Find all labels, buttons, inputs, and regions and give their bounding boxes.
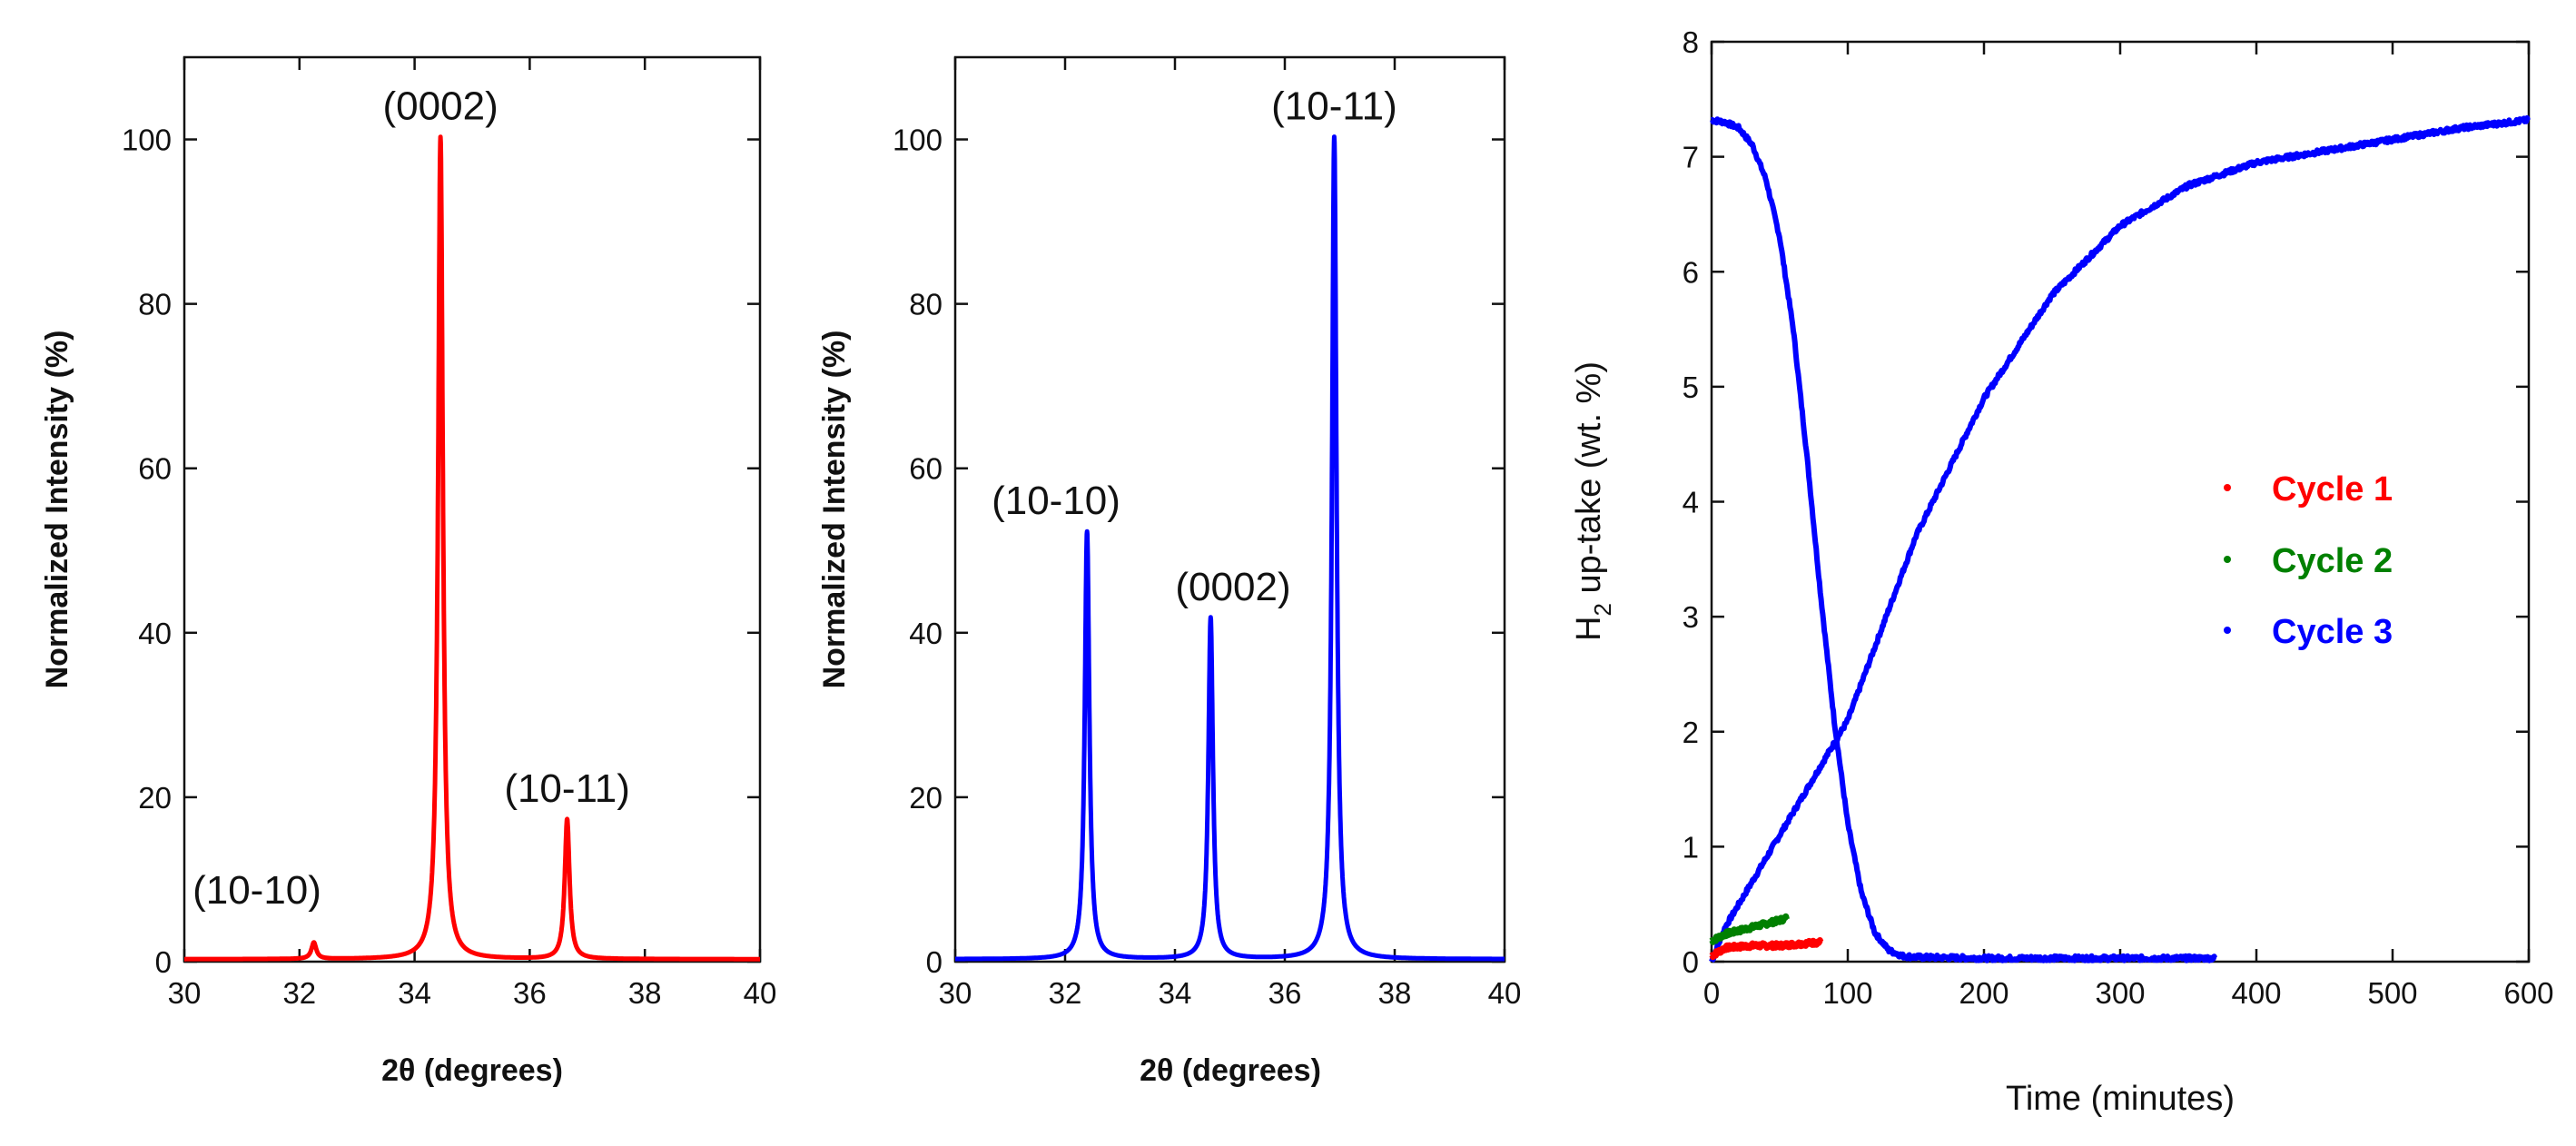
x-tick-label: 32 [282,976,316,1010]
x-tick-label: 36 [513,976,547,1010]
y-tick-label: 1 [1683,830,1699,864]
y-tick-label: 4 [1683,486,1699,519]
cycle-3-absorption [1709,114,2531,963]
y-tick-label: 80 [138,288,172,321]
x-tick-label: 30 [939,976,972,1010]
xrd-blue-curve [952,134,1507,962]
peak-label: (10-10) [992,479,1120,523]
x-tick-label: 600 [2503,976,2553,1010]
x-tick-label: 400 [2231,976,2281,1010]
x-tick-label: 200 [1959,976,2008,1010]
y-tick-label: 6 [1683,255,1699,289]
cycle-3-absorption-trace [1709,114,2531,963]
cycle-3-desorption [1709,116,2218,963]
x-tick-label: 30 [168,976,202,1010]
legend-label-cycle-3: Cycle 3 [2272,613,2393,651]
cycle-1-series-trace [1709,937,1824,961]
plot-frame [183,55,762,963]
xrd-red-curve [182,134,763,962]
y-tick-label: 80 [909,288,943,321]
cycle-3-desorption-trace [1709,116,2218,963]
y-axis-label-rest: up-take (wt. %) [1570,361,1608,603]
theta-symbol: θ [1157,1053,1173,1088]
peak-label: (10-11) [504,766,630,811]
y-tick-label: 3 [1683,600,1699,634]
y-axis-label-h: H [1570,617,1608,641]
x-tick-label: 38 [1378,976,1412,1010]
x-axis-label: 2θ (degrees) [381,1053,563,1088]
y-tick-label: 100 [122,123,172,157]
y-tick-label: 2 [1683,716,1699,749]
y-tick-label: 100 [893,123,943,157]
y-tick-label: 60 [138,452,172,486]
x-tick-label: 500 [2367,976,2417,1010]
y-tick-label: 60 [909,452,943,486]
x-axis-label-text: (degrees) [415,1053,563,1088]
cycle-2-series-trace [1709,913,1790,945]
legend-marker-cycle-3 [2224,627,2231,634]
y-tick-label: 7 [1683,141,1699,174]
x-tick-label: 34 [1159,976,1192,1010]
x-tick-label: 40 [744,976,777,1010]
theta-symbol: θ [399,1053,415,1088]
cycle-1-series [1709,937,1824,961]
x-axis-label: 2θ (degrees) [1140,1053,1321,1088]
y-tick-label: 8 [1683,25,1699,59]
x-tick-label: 0 [1703,976,1720,1010]
y-tick-label: 0 [1683,945,1699,979]
y-tick-label: 0 [926,945,943,979]
y-tick-label: 20 [909,781,943,815]
y-axis-label: Normalized Intensity (%) [817,331,852,689]
x-tick-label: 38 [628,976,662,1010]
x-axis-label: Time (minutes) [2006,1080,2235,1118]
x-tick-label: 36 [1268,976,1302,1010]
peak-label: (10-11) [1271,84,1397,129]
y-tick-label: 40 [138,617,172,650]
x-tick-label: 34 [398,976,431,1010]
legend: Cycle 1 Cycle 2 Cycle 3 [2224,470,2393,651]
legend-label-cycle-1: Cycle 1 [2272,470,2393,509]
y-tick-label: 40 [909,617,943,650]
chart-h2-uptake: 0 1 2 3 4 5 6 7 8 0 100 200 300 400 500 600 Cycle 1 Cy… [1570,25,2554,1118]
x-tick-label: 40 [1488,976,1522,1010]
y-axis-label-subscript: 2 [1589,603,1616,616]
x-tick-label: 32 [1049,976,1082,1010]
cycle-2-series [1709,913,1790,945]
chart-xrd-red: 0 20 40 60 80 100 30 32 34 36 38 40 (10-10) (0002) (… [40,55,777,1088]
x-tick-label: 100 [1822,976,1872,1010]
peak-label: (10-10) [192,868,321,913]
y-axis-label: Normalized Intensity (%) [40,331,74,689]
y-tick-label: 0 [155,945,172,979]
y-axis-label: H2 up-take (wt. %) [1570,361,1616,641]
peak-label: (0002) [383,84,498,129]
plot-frame [953,55,1506,963]
legend-marker-cycle-1 [2224,484,2231,491]
plot-frame [1710,40,2531,963]
x-axis-label-text: (degrees) [1173,1053,1321,1088]
legend-marker-cycle-2 [2224,556,2231,563]
peak-label: (0002) [1175,565,1290,609]
legend-label-cycle-2: Cycle 2 [2272,542,2393,580]
x-tick-label: 300 [2095,976,2145,1010]
y-tick-label: 5 [1683,370,1699,404]
y-tick-label: 20 [138,781,172,815]
chart-xrd-blue: 0 20 40 60 80 100 30 32 34 36 38 40 (10-10) (0002) (… [817,55,1522,1088]
